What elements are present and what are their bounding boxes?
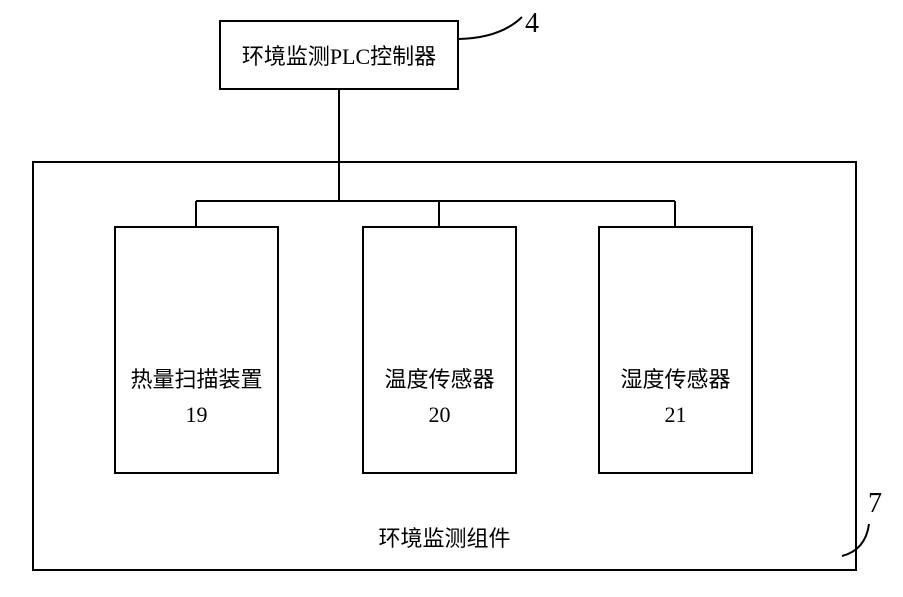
heat-scanner-ref: 19 bbox=[186, 397, 208, 432]
diagram-canvas: 环境监测PLC控制器 4 环境监测组件 7 热量扫描装置 19 温度传感器 20… bbox=[0, 0, 903, 597]
heat-scanner-box: 热量扫描装置 19 bbox=[114, 226, 279, 474]
temp-sensor-ref: 20 bbox=[429, 397, 451, 432]
humidity-sensor-label: 湿度传感器 bbox=[620, 362, 730, 397]
temp-sensor-label: 温度传感器 bbox=[384, 362, 494, 397]
humidity-sensor-ref: 21 bbox=[665, 397, 687, 432]
container-ref-number: 7 bbox=[868, 488, 882, 520]
heat-scanner-label: 热量扫描装置 bbox=[130, 362, 262, 397]
container-label: 环境监测组件 bbox=[378, 521, 510, 553]
humidity-sensor-box: 湿度传感器 21 bbox=[598, 226, 753, 474]
controller-label: 环境监测PLC控制器 bbox=[242, 39, 436, 71]
controller-box: 环境监测PLC控制器 bbox=[219, 20, 459, 90]
temp-sensor-box: 温度传感器 20 bbox=[362, 226, 517, 474]
controller-ref-number: 4 bbox=[525, 8, 539, 40]
